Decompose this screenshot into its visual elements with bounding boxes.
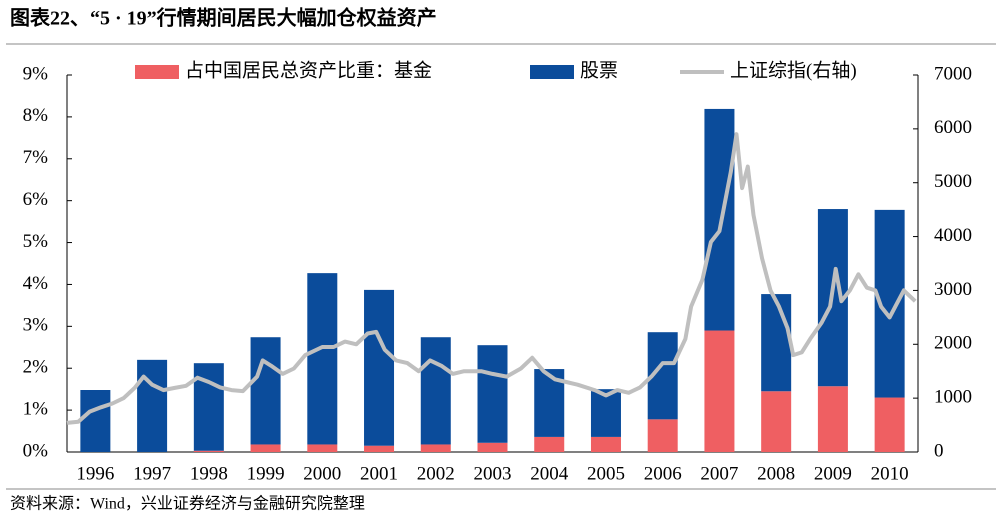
bar-segment [704, 108, 735, 331]
source-note: 资料来源：Wind，兴业证券经济与金融研究院整理 [10, 495, 365, 513]
bar-segment [250, 444, 281, 452]
x-tick-label: 2000 [303, 463, 341, 484]
bar-segment [477, 345, 508, 443]
bar-segment [80, 390, 111, 452]
legend-label: 股票 [580, 60, 618, 81]
y-tick-label: 9% [23, 63, 49, 84]
x-tick-label: 2007 [700, 463, 738, 484]
bar-segment [307, 273, 338, 445]
index-line [66, 132, 917, 425]
bar-segment [761, 391, 792, 452]
x-tick-label: 2009 [814, 463, 852, 484]
bar-segment [874, 397, 905, 452]
y-tick-label: 2% [23, 357, 49, 378]
y-tick-label: 8% [23, 105, 49, 126]
bar-segment [364, 445, 395, 452]
x-tick-label: 2001 [360, 463, 398, 484]
y-tick-label: 5% [23, 231, 49, 252]
bar-segment [420, 337, 451, 445]
bar-segment [647, 419, 678, 452]
y2-tick-label: 7000 [934, 63, 972, 84]
x-tick-label: 2006 [644, 463, 682, 484]
legend-swatch [135, 65, 179, 79]
x-tick-label: 2003 [474, 463, 512, 484]
bar-segment [307, 444, 338, 452]
legend-label: 上证综指(右轴) [730, 59, 857, 81]
bar-segment [817, 386, 848, 452]
y2-tick-label: 2000 [934, 333, 972, 354]
bar-segment [534, 436, 565, 452]
y-tick-label: 4% [23, 273, 49, 294]
x-tick-label: 2002 [417, 463, 455, 484]
bar-segment [420, 444, 451, 452]
y2-tick-label: 4000 [934, 225, 972, 246]
y2-tick-label: 1000 [934, 387, 972, 408]
x-tick-label: 1996 [76, 463, 114, 484]
chart-title: 图表22、“5 · 19”行情期间居民大幅加仓权益资产 [10, 6, 437, 30]
x-tick-label: 2010 [871, 463, 909, 484]
bar-segment [704, 330, 735, 452]
bar-segment [477, 442, 508, 452]
y-tick-label: 3% [23, 315, 49, 336]
bar-segment [761, 294, 792, 392]
x-tick-label: 1997 [133, 463, 171, 484]
legend-label: 占中国居民总资产比重：基金 [185, 59, 432, 81]
y2-tick-label: 0 [934, 440, 944, 461]
x-tick-label: 2004 [530, 463, 569, 484]
x-tick-label: 2008 [757, 463, 795, 484]
x-tick-label: 1998 [190, 463, 228, 484]
bar-segment [137, 359, 168, 452]
bar-segment [250, 337, 281, 445]
y2-tick-label: 5000 [934, 171, 972, 192]
y-tick-label: 1% [23, 398, 49, 419]
y-tick-label: 0% [23, 440, 49, 461]
bar-segment [590, 436, 621, 452]
y2-tick-label: 6000 [934, 117, 972, 138]
x-tick-label: 2005 [587, 463, 625, 484]
x-tick-label: 1999 [247, 463, 285, 484]
y-tick-label: 6% [23, 189, 49, 210]
legend-swatch [530, 65, 574, 79]
bar-segment [364, 289, 395, 446]
y2-tick-label: 3000 [934, 279, 972, 300]
y-tick-label: 7% [23, 147, 49, 168]
bar-segment [193, 450, 224, 452]
